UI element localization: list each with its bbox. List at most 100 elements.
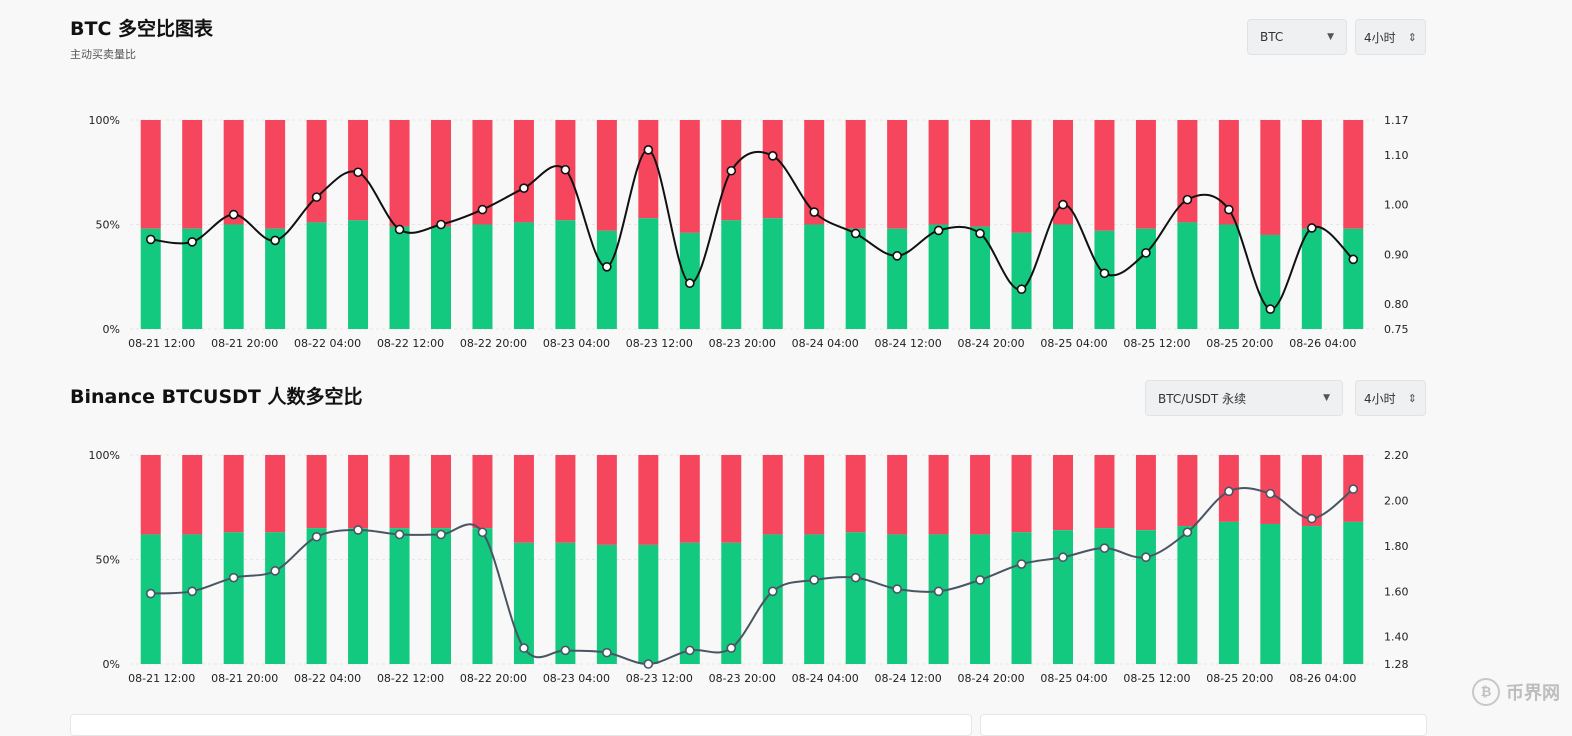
ratio-point — [436, 529, 446, 540]
long-bar — [555, 220, 576, 329]
x-tick-label: 08-21 12:00 — [128, 672, 195, 685]
long-bar — [472, 528, 493, 664]
short-bar — [223, 455, 244, 533]
coin-select[interactable]: BTC ▼ — [1247, 19, 1347, 55]
short-bar — [513, 120, 534, 223]
long-bar — [1135, 228, 1156, 329]
ratio-point — [1141, 552, 1151, 563]
long-bar — [1094, 230, 1115, 329]
long-bar — [513, 222, 534, 329]
short-bar — [513, 455, 534, 543]
short-bar — [887, 455, 908, 535]
long-bar — [638, 218, 659, 329]
short-bar — [431, 120, 451, 227]
y-right-tick-label: 1.28 — [1384, 658, 1409, 671]
bottom-card-right — [980, 714, 1427, 736]
long-bar — [1260, 234, 1281, 329]
long-bar — [887, 228, 908, 329]
long-bar — [721, 220, 742, 329]
short-bar — [1177, 455, 1198, 527]
ratio-point — [850, 228, 861, 239]
short-bar — [265, 455, 286, 533]
short-bar — [1135, 455, 1156, 531]
y-right-tick-label: 1.80 — [1384, 540, 1409, 553]
long-bar — [223, 224, 244, 329]
x-tick-label: 08-24 12:00 — [875, 337, 942, 350]
bottom-card-left — [70, 714, 972, 736]
long-bar — [1177, 526, 1198, 664]
long-bar — [182, 228, 203, 329]
ratio-point — [1099, 268, 1110, 279]
ratio-point — [311, 192, 322, 202]
chart-panel-account-ratio: Binance BTCUSDT 人数多空比 BTC/USDT 永续 ▼ 4小时 … — [0, 360, 1572, 723]
x-tick-label: 08-25 20:00 — [1206, 337, 1273, 350]
short-bar — [679, 120, 700, 233]
long-bar — [887, 534, 908, 664]
short-bar — [596, 455, 617, 545]
ratio-point — [1265, 488, 1276, 499]
interval-select[interactable]: 4小时 ⇕ — [1355, 19, 1426, 55]
long-bar — [1011, 232, 1032, 329]
short-bar — [928, 455, 949, 535]
y-right-tick-label: 1.60 — [1384, 585, 1409, 598]
ratio-point — [436, 219, 446, 230]
pair-select[interactable]: BTC/USDT 永续 ▼ — [1145, 380, 1343, 416]
pair-select-value: BTC/USDT 永续 — [1158, 391, 1247, 406]
long-bar — [1301, 526, 1322, 664]
short-bar — [1260, 120, 1281, 235]
ratio-point — [975, 228, 985, 239]
ratio-point — [892, 584, 902, 594]
long-bar — [431, 528, 451, 664]
short-bar — [970, 120, 991, 227]
chart-subtitle: 主动买卖量比 — [70, 48, 136, 61]
short-bar — [555, 455, 576, 543]
x-tick-label: 08-22 04:00 — [294, 337, 361, 350]
y-right-tick-label: 1.00 — [1384, 199, 1409, 212]
interval-select-value: 4小时 — [1364, 30, 1396, 45]
short-bar — [472, 120, 493, 225]
long-bar — [596, 544, 617, 664]
long-bar — [1343, 228, 1364, 329]
ratio-point — [311, 531, 322, 542]
ratio-point — [892, 251, 902, 261]
long-bar — [1260, 523, 1281, 664]
ratio-line — [150, 487, 1354, 666]
interval-select-2-value: 4小时 — [1364, 391, 1396, 406]
short-bar — [721, 455, 742, 543]
long-bar — [721, 542, 742, 664]
x-tick-label: 08-23 12:00 — [626, 337, 693, 350]
x-tick-label: 08-22 20:00 — [460, 337, 527, 350]
ratio-point — [1182, 194, 1193, 205]
long-bar — [306, 528, 327, 664]
long-bar — [1218, 521, 1239, 664]
updown-icon: ⇕ — [1407, 391, 1417, 405]
short-bar — [431, 455, 451, 529]
short-bar — [182, 120, 203, 229]
long-bar — [804, 534, 825, 664]
long-bar — [1011, 532, 1032, 664]
bitcoin-icon: ₿ — [1472, 678, 1500, 706]
x-tick-label: 08-21 12:00 — [128, 337, 195, 350]
short-bar — [182, 455, 203, 535]
long-bar — [1135, 530, 1156, 664]
ratio-point — [394, 529, 405, 540]
ratio-point — [602, 647, 612, 658]
x-tick-label: 08-21 20:00 — [211, 337, 278, 350]
short-bar — [970, 455, 991, 535]
interval-select-2[interactable]: 4小时 ⇕ — [1355, 380, 1426, 416]
y-right-tick-label: 1.10 — [1384, 149, 1409, 162]
long-bar — [970, 226, 991, 329]
x-tick-label: 08-26 04:00 — [1289, 672, 1356, 685]
x-tick-label: 08-24 20:00 — [957, 672, 1024, 685]
short-bar — [887, 120, 908, 229]
short-bar — [1343, 120, 1364, 229]
short-bar — [1177, 120, 1198, 223]
long-bar — [389, 226, 410, 329]
long-bar — [804, 224, 825, 329]
short-bar — [596, 120, 617, 231]
ratio-point — [228, 209, 239, 220]
ratio-point — [1307, 513, 1317, 524]
short-bar — [306, 455, 327, 529]
y-left-tick-label: 0% — [103, 323, 120, 336]
x-tick-label: 08-25 04:00 — [1040, 337, 1107, 350]
